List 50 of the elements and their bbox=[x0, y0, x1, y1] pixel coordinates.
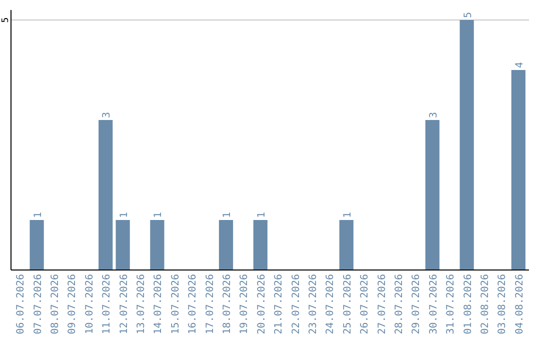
x-tick-label: 16.07.2026 bbox=[188, 274, 199, 334]
x-tick-label: 29.07.2026 bbox=[411, 274, 422, 334]
bar bbox=[425, 120, 440, 270]
x-tick-label: 20.07.2026 bbox=[256, 274, 268, 334]
x-tick-label: 03.08.2026 bbox=[497, 274, 508, 334]
x-tick-label: 17.07.2026 bbox=[204, 274, 216, 334]
x-tick-label: 30.07.2026 bbox=[428, 274, 440, 334]
data-label: 5 bbox=[462, 12, 474, 18]
x-tick-label: 22.07.2026 bbox=[290, 274, 302, 334]
x-tick-label: 13.07.2026 bbox=[136, 274, 147, 334]
bar bbox=[253, 220, 268, 270]
x-tick-label: 14.07.2026 bbox=[153, 274, 164, 334]
x-tick-label: 23.07.2026 bbox=[308, 274, 319, 334]
data-label: 4 bbox=[514, 62, 526, 68]
data-label: 1 bbox=[256, 212, 268, 218]
data-label: 1 bbox=[153, 212, 164, 218]
x-tick-label: 10.07.2026 bbox=[84, 274, 96, 334]
x-tick-label: 25.07.2026 bbox=[342, 274, 354, 334]
bar bbox=[30, 220, 44, 270]
data-label: 3 bbox=[102, 112, 113, 118]
bar bbox=[511, 70, 526, 270]
x-tick-label: 02.08.2026 bbox=[480, 274, 491, 334]
data-label: 1 bbox=[222, 212, 233, 218]
data-label: 1 bbox=[32, 212, 44, 218]
x-tick-label: 01.08.2026 bbox=[462, 274, 474, 334]
bar bbox=[460, 20, 474, 270]
x-tick-label: 15.07.2026 bbox=[170, 274, 182, 334]
x-tick-label: 19.07.2026 bbox=[239, 274, 250, 334]
x-tick-label: 11.07.2026 bbox=[102, 274, 113, 334]
x-tick-label: 09.07.2026 bbox=[67, 274, 78, 334]
data-label: 3 bbox=[428, 112, 440, 118]
bar bbox=[150, 220, 164, 270]
data-label: 1 bbox=[342, 212, 354, 218]
x-tick-label: 21.07.2026 bbox=[274, 274, 285, 334]
x-tick-label: 12.07.2026 bbox=[118, 274, 130, 334]
x-tick-label: 08.07.2026 bbox=[50, 274, 61, 334]
x-tick-label: 18.07.2026 bbox=[222, 274, 233, 334]
bar bbox=[339, 220, 354, 270]
x-tick-label: 04.08.2026 bbox=[514, 274, 526, 334]
x-tick-label: 06.07.2026 bbox=[16, 274, 27, 334]
x-tick-label: 28.07.2026 bbox=[394, 274, 405, 334]
bar bbox=[218, 220, 234, 270]
data-label: 1 bbox=[118, 212, 130, 218]
x-tick-label: 27.07.2026 bbox=[376, 274, 388, 334]
bar bbox=[98, 120, 113, 270]
bar bbox=[116, 220, 130, 270]
x-tick-label: 24.07.2026 bbox=[325, 274, 336, 334]
x-tick-label: 26.07.2026 bbox=[360, 274, 371, 334]
x-tick-label: 31.07.2026 bbox=[446, 274, 457, 334]
x-tick-label: 07.07.2026 bbox=[32, 274, 44, 334]
